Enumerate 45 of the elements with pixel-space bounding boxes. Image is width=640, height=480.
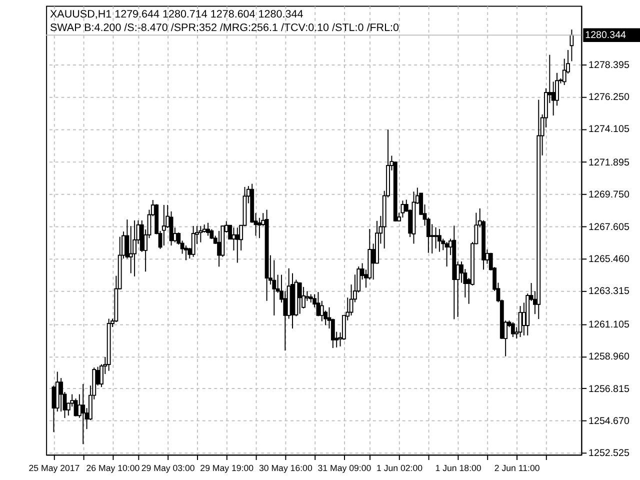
- candlestick: [162, 204, 166, 246]
- y-tick-label: 1274.105: [588, 124, 630, 136]
- candlestick: [444, 242, 449, 267]
- x-tick-label: 31 May 09:00: [318, 462, 372, 473]
- candlestick: [81, 384, 86, 445]
- text: SWAP B:4.200 /S:-8.470 /SPR:352 /MRG:256.1 /TCV:0.10 /STL:0 /FRL:0: [50, 22, 400, 34]
- y-tick-label: 1278.395: [588, 60, 630, 71]
- y-tick-label: 1276.250: [588, 92, 630, 103]
- y-tick-label: 1258.960: [588, 352, 630, 363]
- y-tick-label: 1267.605: [588, 222, 630, 233]
- candlestick: [437, 228, 442, 252]
- candlestick: [510, 322, 515, 338]
- chart-title: XAUUSD,H1 1279.644 1280.714 1278.604 1280.344: [50, 8, 304, 20]
- candlestick: [320, 300, 324, 322]
- candlestick: [191, 225, 196, 258]
- candlestick: [518, 305, 522, 338]
- y-tick-label: 1271.895: [588, 157, 630, 168]
- candlestick: [206, 222, 210, 236]
- candlestick: [198, 225, 203, 243]
- candlestick: [235, 227, 240, 264]
- x-tick-label: 30 May 16:00: [258, 462, 312, 473]
- y-tick-label: 1269.750: [588, 190, 630, 201]
- y-tick-label: 1256.815: [588, 384, 630, 395]
- candlestick: [570, 29, 574, 62]
- x-tick-label: 1 Jun 18:00: [435, 462, 482, 473]
- y-tick-label: 1263.315: [588, 286, 630, 298]
- y-tick-label: 1261.105: [588, 319, 630, 330]
- x-tick-label: 2 Jun 11:00: [494, 462, 540, 473]
- y-tick-label: 1265.460: [588, 254, 630, 265]
- ref-line-label: 1280.344: [585, 30, 627, 42]
- candlestick: [184, 244, 188, 261]
- x-tick-label: 29 May 19:00: [200, 462, 254, 473]
- candlestick: [52, 385, 56, 433]
- candlestick: [74, 398, 78, 417]
- y-tick-label: 1254.670: [588, 416, 630, 427]
- candlestick: [132, 220, 136, 277]
- x-tick-label: 26 May 10:00: [86, 462, 140, 473]
- candlestick: [232, 227, 236, 251]
- x-tick-label: 29 May 03:00: [141, 462, 195, 473]
- candlestick: [257, 217, 262, 239]
- candlestick: [434, 226, 438, 249]
- candlestick: [298, 282, 302, 314]
- x-tick-label: 25 May 2017: [28, 462, 80, 473]
- x-tick-label: 1 Jun 02:00: [376, 462, 423, 473]
- y-tick-label: 1252.525: [588, 448, 630, 460]
